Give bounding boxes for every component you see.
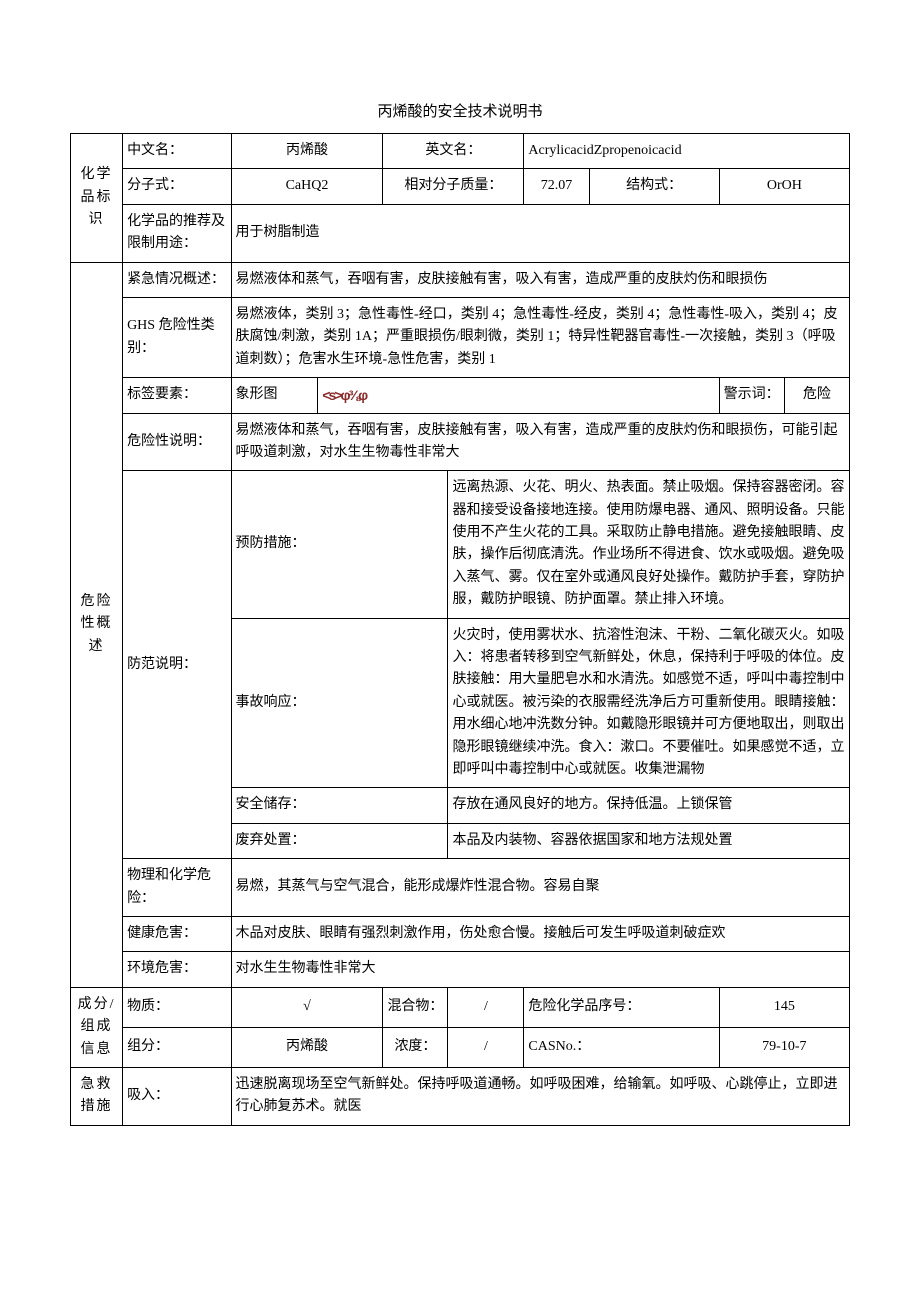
- physchem-label: 物理和化学危险：: [123, 859, 231, 917]
- inhale: 迅速脱离现场至空气新鲜处。保持呼吸道通畅。如呼吸困难，给输氧。如呼吸、心跳停止，…: [231, 1067, 849, 1125]
- env-label: 环境危害：: [123, 952, 231, 987]
- mw-label: 相对分子质量：: [383, 169, 524, 204]
- ghs: 易燃液体，类别 3；急性毒性-经口，类别 4；急性毒性-经皮，类别 4；急性毒性…: [231, 297, 849, 377]
- sds-table: 化学品标识 中文名： 丙烯酸 英文名： AcrylicacidZpropenoi…: [70, 133, 850, 1126]
- cn-name: 丙烯酸: [231, 134, 383, 169]
- section-hazard: 危险性概述: [71, 262, 123, 987]
- storage-label: 安全储存：: [231, 788, 448, 823]
- hazno-label: 危险化学品序号：: [524, 987, 719, 1027]
- cas: 79-10-7: [719, 1027, 849, 1067]
- cas-label: CASNo.：: [524, 1027, 719, 1067]
- physchem: 易燃，其蒸气与空气混合，能形成爆炸性混合物。容易自聚: [231, 859, 849, 917]
- struct: OrOH: [719, 169, 849, 204]
- document-title: 丙烯酸的安全技术说明书: [70, 100, 850, 121]
- signal-label: 警示词：: [719, 378, 784, 413]
- emergency-label: 紧急情况概述：: [123, 262, 231, 297]
- use-label: 化学品的推荐及限制用途：: [123, 204, 231, 262]
- prevent: 远离热源、火花、明火、热表面。禁止吸烟。保持容器密闭。容器和接受设备接地连接。使…: [448, 471, 850, 618]
- storage: 存放在通风良好的地方。保持低温。上锁保管: [448, 788, 850, 823]
- emergency: 易燃液体和蒸气，吞咽有害，皮肤接触有害，吸入有害，造成严重的皮肤灼伤和眼损伤: [231, 262, 849, 297]
- statement-label: 危险性说明：: [123, 413, 231, 471]
- health-label: 健康危害：: [123, 916, 231, 951]
- section-chem-id: 化学品标识: [71, 134, 123, 263]
- disposal: 本品及内装物、容器依据国家和地方法规处置: [448, 823, 850, 858]
- env: 对水生生物毒性非常大: [231, 952, 849, 987]
- component: 丙烯酸: [231, 1027, 383, 1067]
- hazno: 145: [719, 987, 849, 1027]
- mixture: /: [448, 987, 524, 1027]
- label-elem-label: 标签要素：: [123, 378, 231, 413]
- cn-name-label: 中文名：: [123, 134, 231, 169]
- pictogram-label: 象形图: [231, 378, 318, 413]
- conc: /: [448, 1027, 524, 1067]
- formula-label: 分子式：: [123, 169, 231, 204]
- statement: 易燃液体和蒸气，吞咽有害，皮肤接触有害，吸入有害，造成严重的皮肤灼伤和眼损伤，可…: [231, 413, 849, 471]
- prevent-label: 预防措施：: [231, 471, 448, 618]
- mw: 72.07: [524, 169, 589, 204]
- substance: √: [231, 987, 383, 1027]
- response: 火灾时，使用雾状水、抗溶性泡沫、干粉、二氧化碳灭火。如吸入：将患者转移到空气新鲜…: [448, 618, 850, 788]
- section-firstaid: 急救措施: [71, 1067, 123, 1125]
- struct-label: 结构式：: [589, 169, 719, 204]
- ghs-label: GHS 危险性类别：: [123, 297, 231, 377]
- inhale-label: 吸入：: [123, 1067, 231, 1125]
- formula: CaHQ2: [231, 169, 383, 204]
- conc-label: 浓度：: [383, 1027, 448, 1067]
- section-compo: 成分/组成信息: [71, 987, 123, 1067]
- en-name-label: 英文名：: [383, 134, 524, 169]
- response-label: 事故响应：: [231, 618, 448, 788]
- disposal-label: 废弃处置：: [231, 823, 448, 858]
- substance-label: 物质：: [123, 987, 231, 1027]
- en-name: AcrylicacidZpropenoicacid: [524, 134, 850, 169]
- pictogram: <s>φ⅜φ: [318, 378, 719, 413]
- signal: 危险: [784, 378, 849, 413]
- mixture-label: 混合物：: [383, 987, 448, 1027]
- precaution-label: 防范说明：: [123, 471, 231, 859]
- health: 木品对皮肤、眼睛有强烈刺激作用，伤处愈合慢。接触后可发生呼吸道刺破症欢: [231, 916, 849, 951]
- component-label: 组分：: [123, 1027, 231, 1067]
- use: 用于树脂制造: [231, 204, 849, 262]
